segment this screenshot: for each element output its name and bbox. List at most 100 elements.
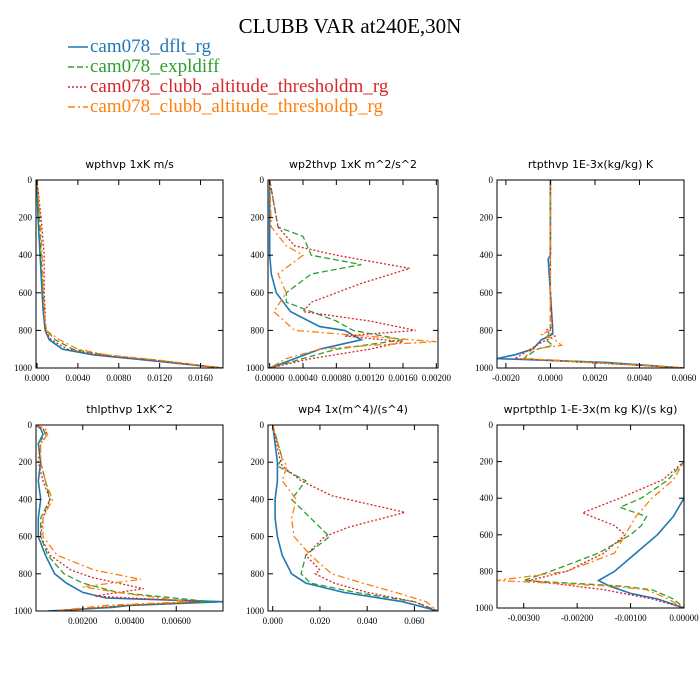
panel-title: wp4 1x(m^4)/(s^4)	[298, 403, 408, 416]
x-tick-label: 0.000	[263, 616, 284, 626]
y-tick-label: 600	[251, 288, 265, 298]
x-tick-label: 0.020	[310, 616, 331, 626]
series-line	[523, 425, 684, 608]
series-group	[36, 180, 223, 368]
x-tick-label: 0.00080	[322, 373, 352, 383]
panel-title: wpthvp 1xK m/s	[85, 158, 174, 171]
panel-title: wprtpthlp 1-E-3x(m kg K)/(s kg)	[504, 403, 678, 416]
y-tick-label: 400	[480, 493, 494, 503]
x-tick-label: 0.0080	[106, 373, 131, 383]
y-tick-label: 400	[251, 250, 265, 260]
y-tick-label: 1000	[475, 363, 494, 373]
series-line	[512, 180, 684, 368]
panel: wp2thvp 1xK m^2/s^2020040060080010000.00…	[246, 158, 451, 383]
y-tick-label: 0	[489, 175, 494, 185]
x-tick-label: 0.00040	[288, 373, 318, 383]
y-tick-label: 600	[480, 530, 494, 540]
x-tick-label: 0.00200	[68, 616, 98, 626]
x-tick-label: 0.040	[357, 616, 378, 626]
y-tick-label: 0	[28, 420, 33, 430]
y-tick-label: 0	[28, 175, 33, 185]
series-line	[269, 180, 437, 368]
x-tick-label: -0.00300	[508, 613, 541, 623]
y-tick-label: 600	[251, 532, 265, 542]
y-tick-label: 0	[489, 420, 494, 430]
x-tick-label: -0.00100	[614, 613, 647, 623]
x-tick-label: 0.00000	[255, 373, 285, 383]
series-line	[36, 425, 200, 611]
series-line	[271, 425, 438, 611]
x-tick-label: 0.0000	[25, 373, 50, 383]
y-tick-label: 600	[19, 288, 33, 298]
x-tick-label: -0.0020	[492, 373, 520, 383]
x-tick-label: 0.0040	[66, 373, 91, 383]
y-tick-label: 200	[251, 213, 265, 223]
panel: rtpthvp 1E-3x(kg/kg) K 0 200 400 600 800 1000-…	[475, 158, 697, 383]
series-line	[36, 425, 212, 611]
y-tick-label: 600	[480, 288, 494, 298]
y-tick-label: 0	[260, 175, 265, 185]
series-line	[528, 425, 684, 608]
y-tick-label: 600	[19, 532, 33, 542]
series-line	[272, 425, 438, 611]
y-tick-label: 400	[19, 494, 33, 504]
x-tick-label: 0.00400	[115, 616, 145, 626]
series-line	[497, 180, 684, 368]
x-tick-label: 0.0120	[147, 373, 172, 383]
y-tick-label: 1000	[14, 606, 33, 616]
plot-frame	[267, 424, 439, 612]
series-line	[522, 180, 684, 368]
y-tick-label: 800	[480, 566, 494, 576]
series-line	[269, 180, 416, 368]
panel-title: thlpthvp 1xK^2	[86, 403, 173, 416]
x-tick-label: 0.0040	[627, 373, 652, 383]
x-tick-label: -0.00200	[561, 613, 594, 623]
x-tick-label: 0.0000	[538, 373, 563, 383]
plot-frame	[496, 424, 685, 609]
plot-frame	[496, 179, 685, 369]
series-line	[268, 180, 364, 368]
y-tick-label: 400	[480, 250, 494, 260]
y-tick-label: 1000	[475, 603, 494, 613]
panel-title: wp2thvp 1xK m^2/s^2	[289, 158, 417, 171]
series-line	[596, 425, 684, 608]
x-tick-label: 0.0160	[188, 373, 213, 383]
series-line	[36, 180, 223, 368]
y-tick-label: 800	[19, 569, 33, 579]
y-tick-label: 1000	[246, 606, 265, 616]
series-group	[497, 180, 684, 368]
x-tick-label: 0.00200	[422, 373, 452, 383]
x-tick-label: 0.0060	[672, 373, 697, 383]
panel: thlpthvp 1xK^2 0 200 400 600 800 1000 0.00200 0.…	[14, 403, 224, 626]
series-line	[36, 180, 223, 368]
x-tick-label: 0.00160	[388, 373, 418, 383]
plot-frame	[267, 179, 439, 369]
series-line	[497, 425, 684, 608]
y-tick-label: 200	[19, 457, 33, 467]
y-tick-label: 200	[251, 457, 265, 467]
legend-entry: cam078_expldiff	[90, 56, 220, 77]
x-tick-label: 0.060	[404, 616, 425, 626]
series-group	[268, 180, 437, 368]
x-tick-label: 0.00120	[355, 373, 385, 383]
x-tick-label: 0.00000	[669, 613, 699, 623]
y-tick-label: 1000	[246, 363, 265, 373]
plot-frame	[35, 179, 224, 369]
y-tick-label: 0	[260, 420, 265, 430]
series-line	[269, 180, 404, 368]
series-line	[36, 425, 188, 611]
figure-title: CLUBB VAR at240E,30N	[239, 14, 462, 38]
series-line	[272, 425, 438, 611]
series-line	[36, 180, 222, 368]
panel: wprtpthlp 1-E-3x(m kg K)/(s kg) 0 200 400 60…	[475, 403, 699, 623]
y-tick-label: 200	[480, 213, 494, 223]
y-tick-label: 800	[251, 569, 265, 579]
legend-entry: cam078_dflt_rg	[90, 36, 212, 57]
series-line	[272, 425, 438, 611]
legend-entry: cam078_clubb_altitude_thresholdm_rg	[90, 76, 389, 97]
y-tick-label: 800	[251, 325, 265, 335]
series-group	[497, 425, 684, 608]
